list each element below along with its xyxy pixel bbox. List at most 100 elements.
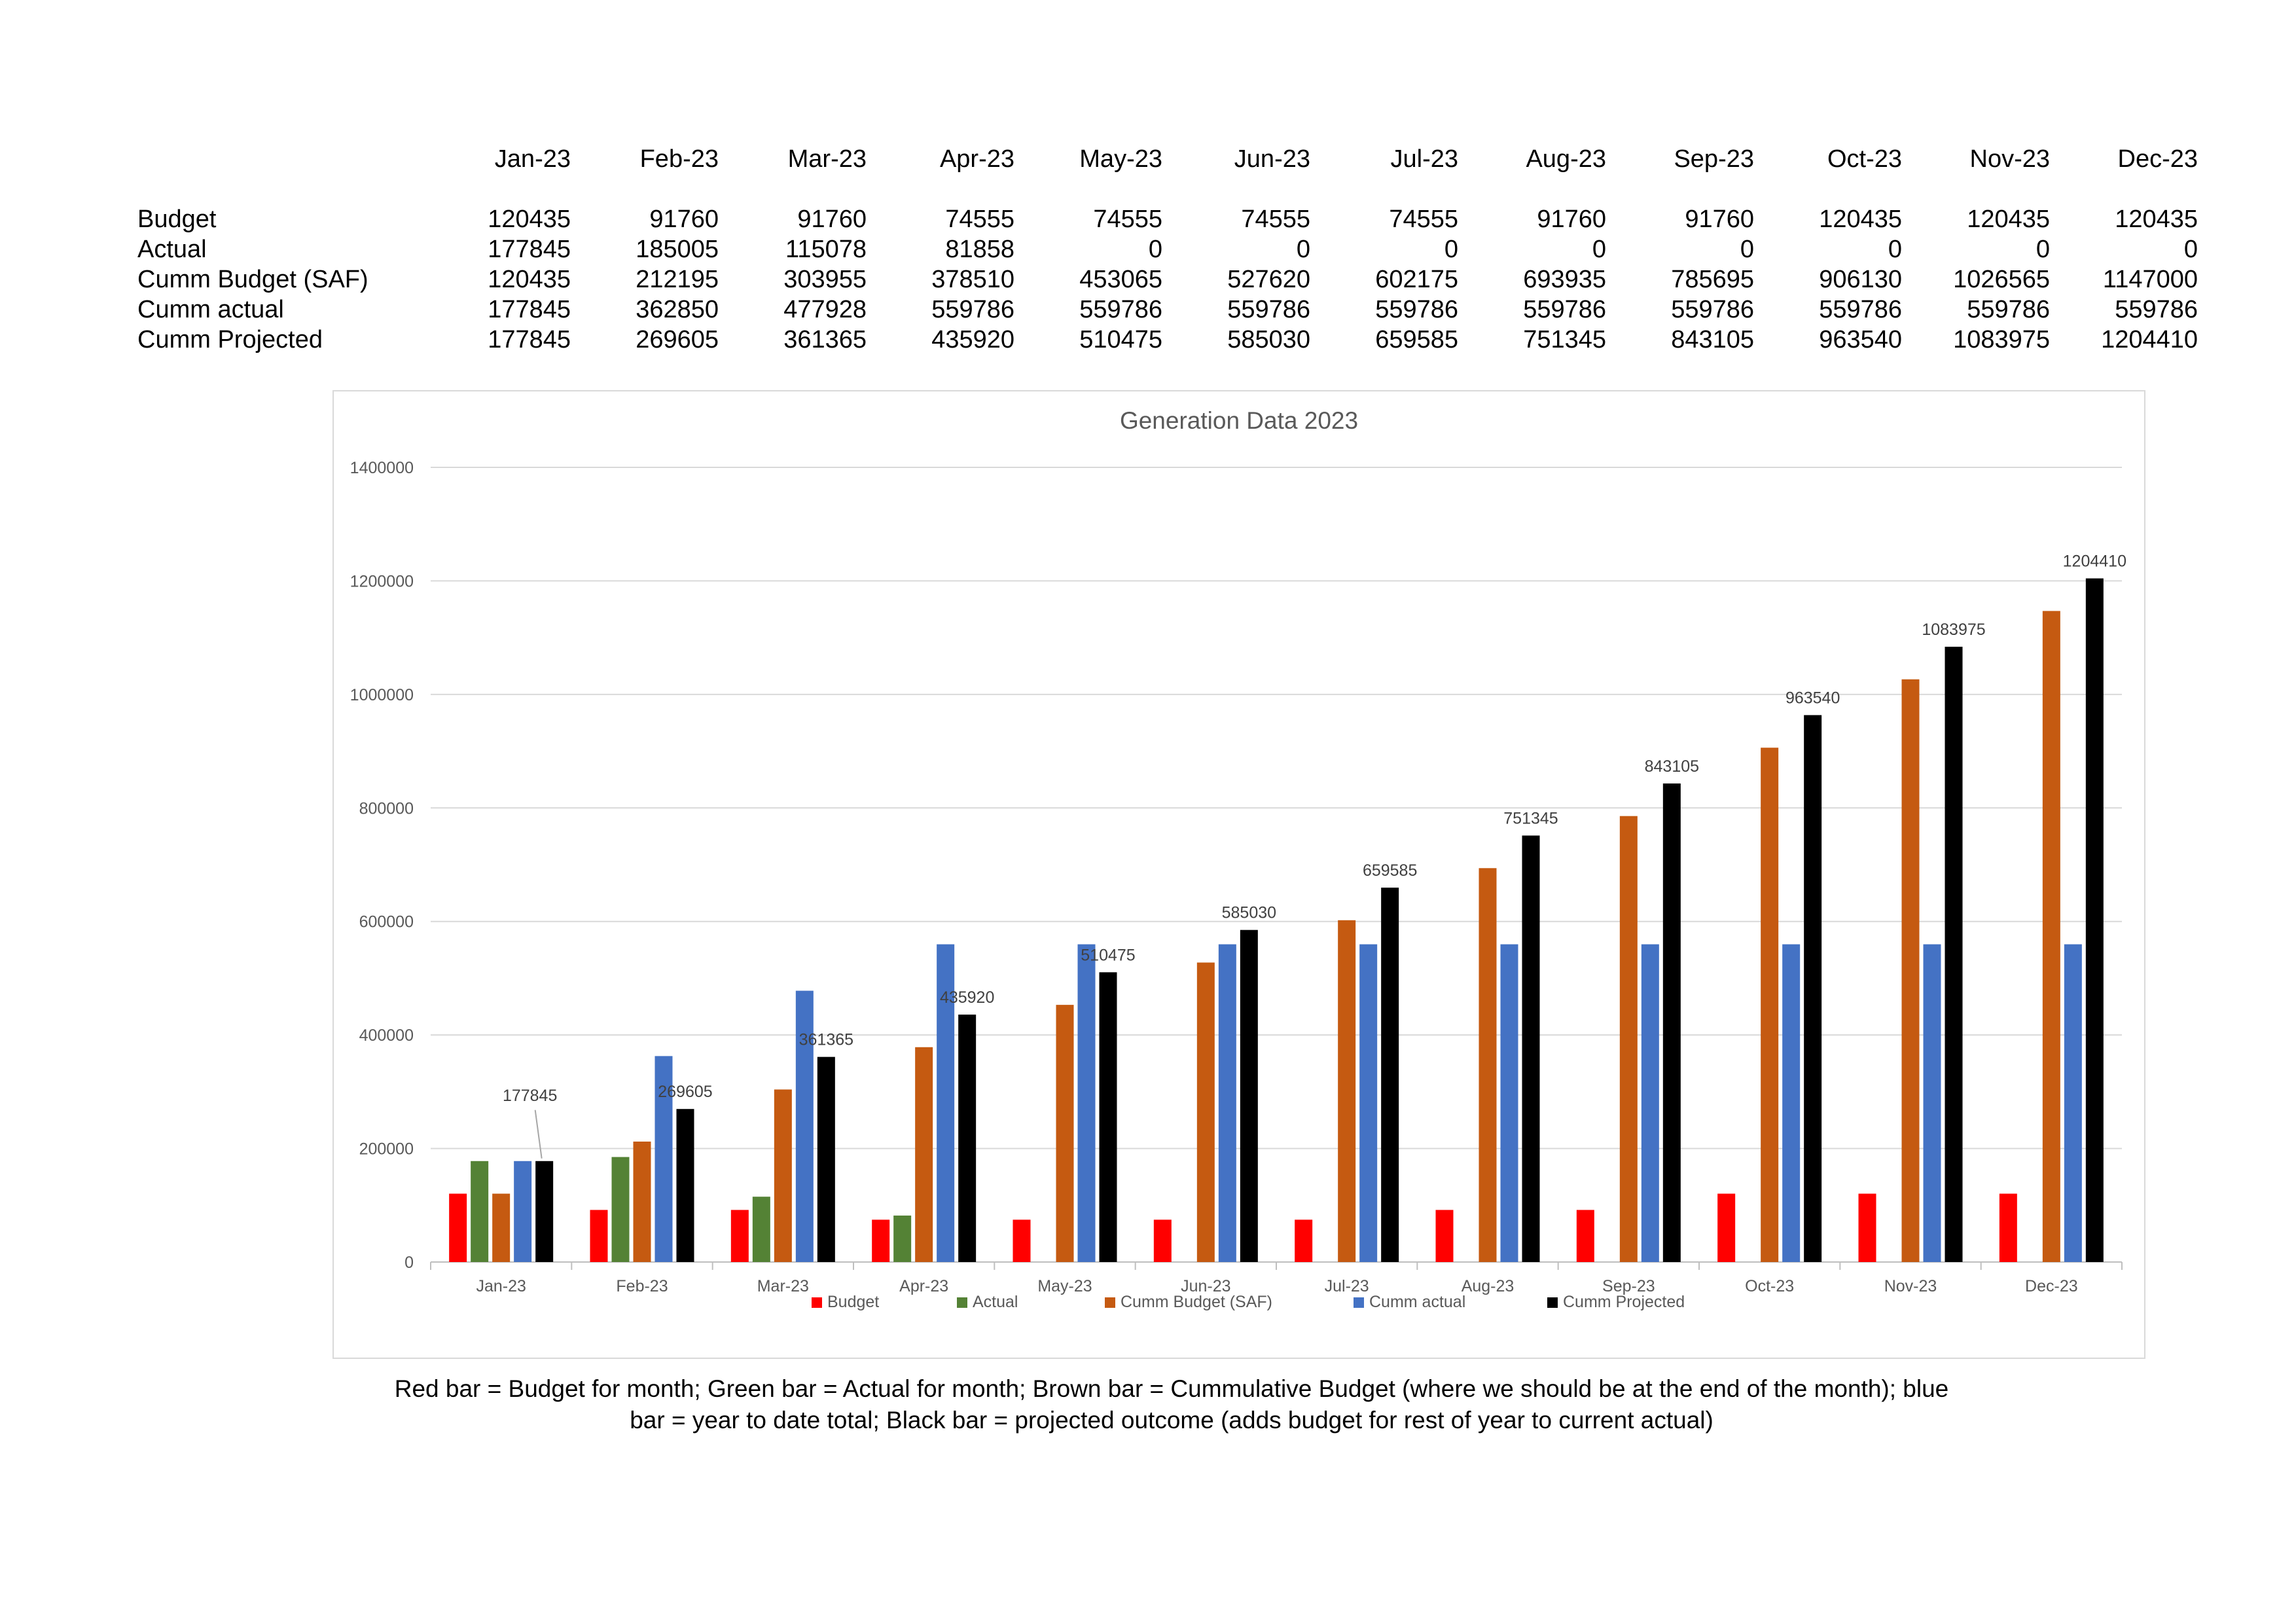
y-tick-label: 0 <box>404 1254 414 1272</box>
bar-cumm-budget-saf <box>915 1047 933 1262</box>
data-label: 1204410 <box>2063 552 2126 571</box>
x-tick-label: Nov-23 <box>1884 1277 1937 1295</box>
x-tick-label: Dec-23 <box>2025 1277 2078 1295</box>
table-cell: 74555 <box>1241 206 1310 233</box>
table-month-header: Dec-23 <box>2117 145 2198 173</box>
bar-cumm-actual <box>1359 944 1378 1262</box>
bar-budget <box>1858 1193 1876 1262</box>
table-cell: 453065 <box>1079 266 1162 293</box>
y-tick-label: 1400000 <box>350 459 414 477</box>
data-label: 659585 <box>1363 861 1417 880</box>
data-label: 510475 <box>1081 946 1135 964</box>
bar-cumm-actual <box>1782 944 1801 1262</box>
table-cell: 435920 <box>931 326 1014 353</box>
bar-cumm-actual <box>2064 944 2082 1262</box>
y-tick-label: 400000 <box>359 1026 414 1045</box>
data-label: 843105 <box>1645 757 1699 776</box>
table-cell: 693935 <box>1523 266 1606 293</box>
bar-cumm-projected <box>1522 835 1540 1262</box>
table-cell: 115078 <box>785 236 867 263</box>
table-month-header: Mar-23 <box>787 145 867 173</box>
table-cell: 659585 <box>1375 326 1458 353</box>
table-cell: 510475 <box>1079 326 1162 353</box>
x-tick-label: Jul-23 <box>1325 1277 1369 1295</box>
table-cell: 477928 <box>783 296 867 323</box>
bars <box>449 578 2104 1262</box>
data-label: 361365 <box>799 1031 853 1049</box>
table-cell: 74555 <box>1093 206 1162 233</box>
caption-line-1: Red bar = Budget for month; Green bar = … <box>394 1375 1949 1402</box>
table-cell: 361365 <box>783 326 867 353</box>
bar-cumm-budget-saf <box>1196 962 1215 1262</box>
bar-cumm-budget-saf <box>1761 748 1779 1262</box>
table-cell: 585030 <box>1227 326 1310 353</box>
table-cell: 91760 <box>1537 206 1606 233</box>
legend-label: Cumm actual <box>1369 1293 1465 1311</box>
data-label: 269605 <box>658 1083 712 1101</box>
bar-cumm-projected <box>1945 647 1963 1262</box>
table-row: Budget 120435 91760 91760 74555 74555 74555 745… <box>137 204 2198 234</box>
table-month-header: Feb-23 <box>639 145 719 173</box>
table-cell: 74555 <box>1389 206 1458 233</box>
bar-budget <box>1153 1219 1172 1262</box>
bar-cumm-budget-saf <box>1338 920 1356 1262</box>
x-tick-label: Mar-23 <box>757 1277 809 1295</box>
table-month-header: Jun-23 <box>1234 145 1310 173</box>
table-cell: 269605 <box>636 326 719 353</box>
table-cell: 1083975 <box>1953 326 2050 353</box>
y-tick-label: 1200000 <box>350 572 414 590</box>
bar-cumm-projected <box>1662 783 1681 1262</box>
bar-cumm-projected <box>817 1056 835 1262</box>
table-cell: 602175 <box>1375 266 1458 293</box>
table-row: Cumm Budget (SAF) 120435 212195 303955 37851… <box>137 264 2198 295</box>
table-month-header: Apr-23 <box>939 145 1014 173</box>
table-cell: 185005 <box>636 236 719 263</box>
table-cell: 1147000 <box>2102 266 2198 293</box>
bar-cumm-projected <box>1099 972 1117 1262</box>
bar-budget <box>1013 1219 1031 1262</box>
y-tick-label: 600000 <box>359 913 414 931</box>
table-month-header: Nov-23 <box>1969 145 2051 173</box>
bar-cumm-actual <box>1923 944 1941 1262</box>
legend-label: Cumm Projected <box>1563 1293 1685 1311</box>
table-cell: 527620 <box>1227 266 1310 293</box>
table-cell: 559786 <box>1967 296 2050 323</box>
table-cell: 0 <box>1740 236 1754 263</box>
data-label-leader-line <box>534 1110 543 1159</box>
caption-line-2: bar = year to date total; Black bar = pr… <box>630 1407 1713 1434</box>
bar-cumm-actual <box>1641 944 1659 1262</box>
bar-budget <box>1435 1210 1454 1262</box>
data-label: 751345 <box>1503 809 1558 827</box>
table-cell: 559786 <box>1819 296 1902 323</box>
bar-cumm-actual <box>655 1056 673 1262</box>
data-label: 963540 <box>1785 689 1840 707</box>
table-row-label: Cumm Projected <box>137 326 323 353</box>
table-row-label: Cumm actual <box>137 296 284 323</box>
table-row: Cumm Projected 177845 269605 361365 435920 51… <box>137 325 2198 355</box>
table-cell: 559786 <box>1375 296 1458 323</box>
bar-cumm-projected <box>1381 888 1399 1262</box>
y-axis-ticks: 0 200000 400000 600000 800000 1000000 1200000 1… <box>350 459 414 1272</box>
table-cell: 559786 <box>1079 296 1162 323</box>
legend-swatch <box>1547 1297 1558 1308</box>
data-label: 435920 <box>940 988 994 1007</box>
bar-cumm-budget-saf <box>774 1089 792 1262</box>
table-cell: 0 <box>1296 236 1310 263</box>
table-cell: 559786 <box>1227 296 1310 323</box>
bar-cumm-projected <box>676 1109 694 1262</box>
legend-label: Cumm Budget (SAF) <box>1121 1293 1272 1311</box>
legend-swatch <box>1354 1297 1364 1308</box>
bar-cumm-projected <box>958 1014 977 1262</box>
bar-cumm-budget-saf <box>2042 611 2060 1262</box>
bar-budget <box>590 1210 608 1262</box>
bar-budget <box>1295 1219 1313 1262</box>
bar-cumm-budget-saf <box>633 1141 651 1262</box>
legend-swatch <box>812 1297 822 1308</box>
table-spacer-row <box>137 174 2198 204</box>
table-cell: 751345 <box>1523 326 1606 353</box>
table-cell: 559786 <box>931 296 1014 323</box>
legend-label: Actual <box>973 1293 1018 1311</box>
bar-actual <box>893 1216 912 1262</box>
bar-cumm-budget-saf <box>1619 816 1638 1262</box>
legend: Budget Actual Cumm Budget (SAF) Cumm actual… <box>812 1293 1685 1311</box>
